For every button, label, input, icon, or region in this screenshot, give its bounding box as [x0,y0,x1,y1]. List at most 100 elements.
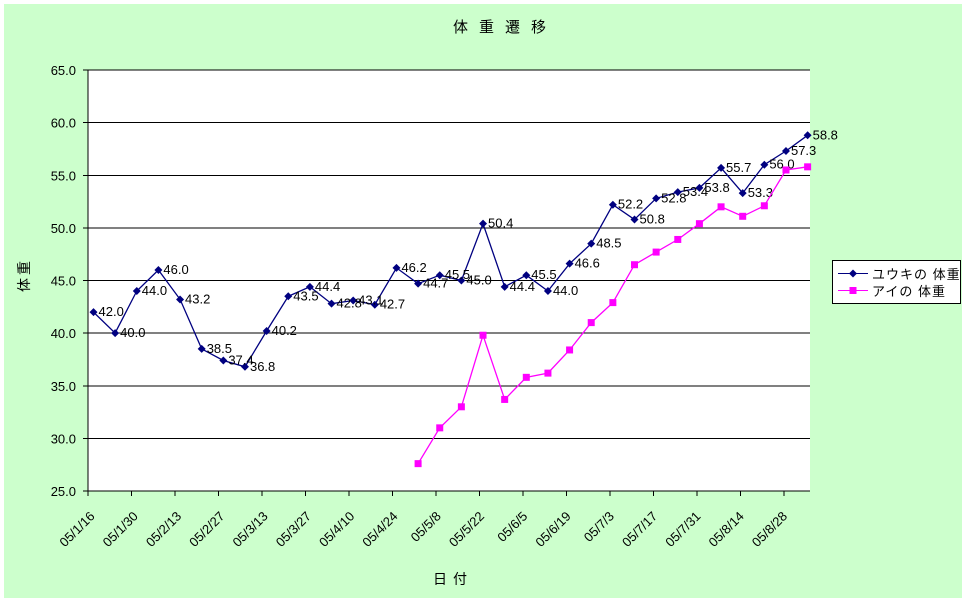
x-tick-label: 05/8/28 [749,509,790,550]
data-label: 48.5 [596,236,621,251]
data-point-marker [804,163,812,171]
data-point-marker [457,403,465,411]
data-point-marker [566,346,574,354]
data-point-marker [479,219,488,228]
data-label: 44.4 [510,279,535,294]
data-point-marker [630,215,639,224]
data-point-marker [695,183,704,192]
data-point-marker [392,263,401,272]
legend-label-series-2: アイの 体重 [872,284,946,299]
x-tick-label: 05/6/19 [532,509,573,550]
data-point-marker [803,131,812,140]
y-axis-title: 体重 [16,258,32,292]
data-label: 46.0 [163,262,188,277]
data-label: 45.5 [531,267,556,282]
data-point-marker [414,460,422,468]
data-point-marker [717,203,725,211]
data-label: 44.4 [315,279,340,294]
data-point-marker [522,373,530,381]
data-label: 53.3 [748,185,773,200]
x-tick-label: 05/4/10 [316,509,357,550]
data-point-marker [305,282,314,291]
data-label: 43.5 [293,288,318,303]
data-point-marker [781,147,790,156]
data-point-marker [370,300,379,309]
data-label: 46.6 [575,256,600,271]
x-tick-label: 05/5/8 [408,509,444,545]
data-point-marker [739,212,747,220]
data-point-marker [738,189,747,198]
data-label: 44.7 [423,276,448,291]
data-point-marker [176,295,185,304]
y-tick-label: 55.0 [51,168,76,183]
data-label: 43.1 [358,292,383,307]
data-point-marker [219,356,228,365]
data-label: 40.2 [272,323,297,338]
data-label: 57.3 [791,143,816,158]
data-point-marker [522,271,531,280]
data-point-marker [435,271,444,280]
data-point-marker [479,331,487,339]
data-label: 44.0 [553,283,578,298]
data-label: 43.2 [185,291,210,306]
data-point-marker [111,329,120,338]
data-label: 42.0 [99,304,124,319]
data-point-marker [414,279,423,288]
x-tick-label: 05/3/27 [273,509,314,550]
data-label: 55.7 [726,160,751,175]
y-tick-label: 40.0 [51,326,76,341]
data-label: 46.2 [401,260,426,275]
x-tick-label: 05/8/14 [706,509,747,550]
data-point-marker [760,160,769,169]
data-point-marker [436,424,444,432]
data-label: 52.2 [618,197,643,212]
legend-square-glyph [849,287,857,294]
legend-diamond-glyph [849,269,857,278]
chart-title: 体重遷移 [453,19,558,36]
y-tick-label: 45.0 [51,274,76,289]
data-point-marker [717,163,726,172]
series-line [93,134,808,368]
data-point-marker [587,239,596,248]
y-tick-label: 30.0 [51,431,76,446]
x-tick-label: 05/1/16 [56,509,97,550]
data-point-marker [327,299,336,308]
data-point-marker [674,235,682,243]
data-label: 40.0 [120,325,145,340]
data-label: 42.7 [380,297,405,312]
legend-label-series-1: ユウキの 体重 [872,267,961,282]
data-point-marker [197,344,206,353]
y-tick-label: 50.0 [51,221,76,236]
data-label: 58.8 [813,127,838,142]
square-marker-icon [838,287,868,294]
data-label: 38.5 [207,341,232,356]
data-label: 37.4 [228,352,253,367]
y-tick-label: 60.0 [51,116,76,131]
data-point-marker [695,220,703,228]
data-point-marker [154,265,163,274]
data-point-marker [673,188,682,197]
legend-item-series-1: ユウキの 体重 [833,265,960,282]
data-label: 53.8 [704,180,729,195]
data-point-marker [587,319,595,327]
data-point-marker [240,362,249,371]
data-point-marker [760,202,768,210]
legend: ユウキの 体重 アイの 体重 [832,260,961,304]
data-label: 50.8 [640,211,665,226]
y-tick-label: 25.0 [51,484,76,499]
data-point-marker [132,287,141,296]
data-label: 52.8 [661,190,686,205]
data-label: 50.4 [488,216,513,231]
data-label: 36.8 [250,359,275,374]
x-tick-label: 05/5/22 [446,509,487,550]
x-tick-label: 05/1/30 [100,509,141,550]
x-tick-label: 05/4/24 [359,509,400,550]
x-tick-label: 05/7/3 [581,509,617,545]
data-point-marker [544,369,552,377]
x-tick-label: 05/7/31 [662,509,703,550]
data-point-marker [652,194,661,203]
x-tick-label: 05/2/13 [143,509,184,550]
data-label: 42.8 [337,296,362,311]
